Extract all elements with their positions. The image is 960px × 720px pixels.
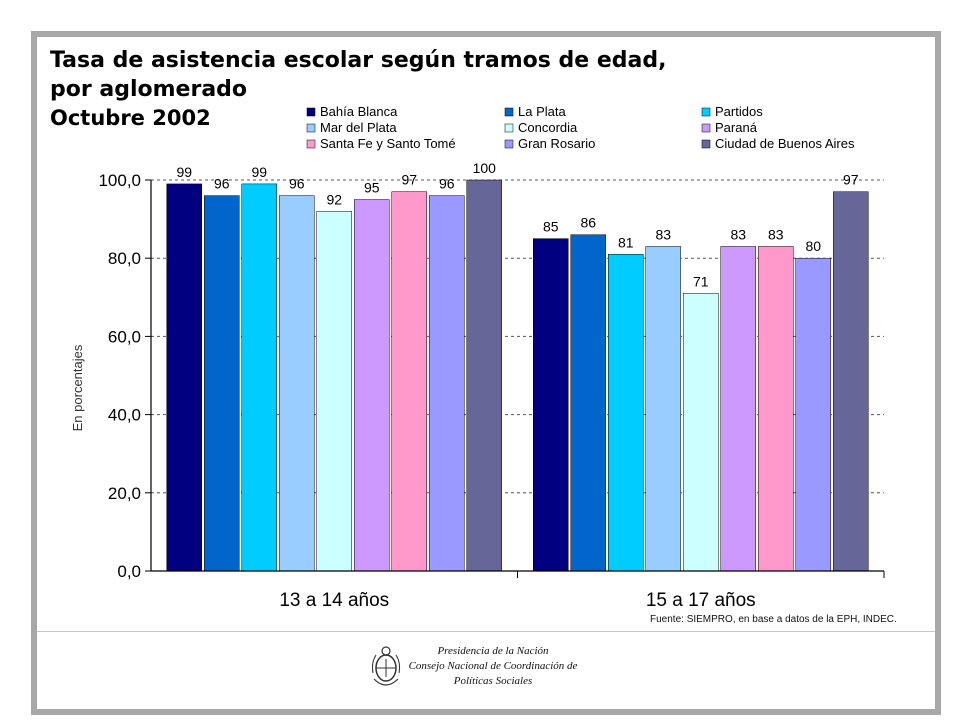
bar	[833, 191, 869, 572]
data-label: 86	[580, 215, 596, 231]
bar	[683, 293, 719, 572]
bar	[316, 211, 352, 572]
data-label: 99	[251, 164, 267, 180]
legend-swatch	[701, 139, 711, 149]
chart-title-line-2: por aglomerado	[50, 77, 248, 102]
data-label: 100	[473, 160, 497, 176]
institution-line-1: Presidencia de la Nación	[437, 645, 549, 657]
legend-label: Ciudad de Buenos Aires	[715, 136, 855, 151]
bar-chart: 0,0 20,0 40,0 60,0 80,0 100,0 99 96 99 96 92 95 97 96…	[70, 104, 885, 611]
legend-label: Concordia	[518, 120, 578, 135]
bar	[204, 195, 240, 572]
bar	[533, 238, 569, 572]
bar	[166, 183, 202, 572]
bar	[720, 246, 756, 572]
y-tick-label: 0,0	[117, 562, 141, 581]
data-label: 83	[655, 226, 671, 242]
bar	[645, 246, 681, 572]
x-category-label: 15 a 17 años	[646, 590, 756, 611]
legend-swatch	[504, 139, 514, 149]
data-label: 96	[439, 176, 455, 192]
data-label: 96	[289, 176, 305, 192]
bar	[429, 195, 465, 572]
chart-title: Tasa de asistencia escolar según tramos …	[50, 46, 666, 133]
y-tick-label: 60,0	[108, 327, 141, 346]
bar	[279, 195, 315, 572]
institution-line-2: Consejo Nacional de Coordinación de	[408, 660, 578, 672]
y-axis-title: En porcentajes	[70, 344, 85, 431]
legend-swatch	[701, 123, 711, 133]
legend-label: Paraná	[715, 120, 758, 135]
bar	[391, 191, 427, 572]
bar	[795, 257, 831, 572]
bar	[758, 246, 794, 572]
institution-name: Presidencia de la Nación Consejo Naciona…	[408, 644, 578, 689]
axes	[145, 179, 885, 578]
y-tick-label: 40,0	[108, 406, 141, 425]
legend-swatch	[701, 107, 711, 117]
legend-label: Bahía Blanca	[320, 104, 398, 119]
data-label: 97	[843, 172, 859, 188]
legend: Bahía Blanca La Plata Partidos Mar del Plat…	[306, 104, 855, 151]
data-label: 99	[176, 164, 192, 180]
x-category-label: 13 a 14 años	[279, 590, 389, 611]
data-label: 71	[693, 273, 709, 289]
chart-subtitle: Octubre 2002	[50, 106, 211, 130]
national-seal-icon	[371, 646, 401, 686]
bar	[608, 254, 644, 572]
data-label: 95	[364, 180, 380, 196]
bar	[241, 183, 277, 572]
legend-swatch	[306, 107, 316, 117]
source-note: Fuente: SIEMPRO, en base a datos de la E…	[650, 614, 897, 625]
legend-swatch	[306, 139, 316, 149]
y-tick-label: 100,0	[98, 171, 141, 190]
chart-title-line-1: Tasa de asistencia escolar según tramos …	[50, 48, 667, 73]
bar	[354, 199, 390, 572]
data-label: 92	[326, 191, 342, 207]
y-tick-label: 20,0	[108, 484, 141, 503]
legend-swatch	[504, 123, 514, 133]
data-label: 83	[730, 226, 746, 242]
legend-label: La Plata	[518, 104, 566, 119]
y-tick-label: 80,0	[108, 249, 141, 268]
data-label: 96	[214, 176, 230, 192]
legend-swatch	[306, 123, 316, 133]
legend-label: Mar del Plata	[320, 120, 397, 135]
legend-label: Gran Rosario	[518, 136, 595, 151]
labels: 0,0 20,0 40,0 60,0 80,0 100,0 99 96 99 96 92 95 97 96…	[70, 160, 859, 611]
data-label: 80	[805, 238, 821, 254]
data-label: 85	[543, 219, 559, 235]
institution-line-3: Políticas Sociales	[453, 675, 533, 687]
data-label: 97	[401, 172, 417, 188]
legend-swatch	[504, 107, 514, 117]
legend-label: Santa Fe y Santo Tomé	[320, 136, 456, 151]
bar	[570, 234, 606, 572]
data-label: 83	[768, 226, 784, 242]
bars	[166, 179, 869, 572]
legend-label: Partidos	[715, 104, 763, 119]
footer-divider	[37, 631, 935, 632]
data-label: 81	[618, 234, 634, 250]
bar	[466, 179, 502, 572]
